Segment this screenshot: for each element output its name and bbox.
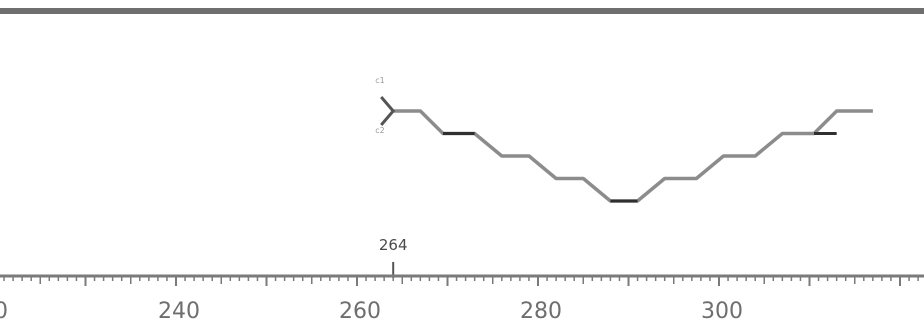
ruler-labels: 240 260 280 300 xyxy=(158,299,743,324)
marker-label: 264 xyxy=(379,236,408,254)
trace-start-cap-icon: c1 c2 xyxy=(375,76,396,135)
ruler-ticks xyxy=(3,276,919,286)
trace-start-label-top: c1 xyxy=(375,76,385,85)
ruler-partial-label: 0 xyxy=(0,299,8,324)
ruler-tick-label: 300 xyxy=(701,299,743,324)
top-border-bar xyxy=(0,8,924,14)
trace-start-label-bottom: c2 xyxy=(375,126,385,135)
ruler-tick-label: 260 xyxy=(339,299,381,324)
trace-fork-shape xyxy=(380,96,396,126)
trace-line xyxy=(393,109,873,203)
ruler-tick-label: 240 xyxy=(158,299,200,324)
ruler-tick-label: 280 xyxy=(520,299,562,324)
position-marker[interactable]: 264 xyxy=(379,236,408,278)
conservation-trace xyxy=(393,109,873,203)
position-ruler: 0 240 260 280 300 xyxy=(0,274,924,324)
